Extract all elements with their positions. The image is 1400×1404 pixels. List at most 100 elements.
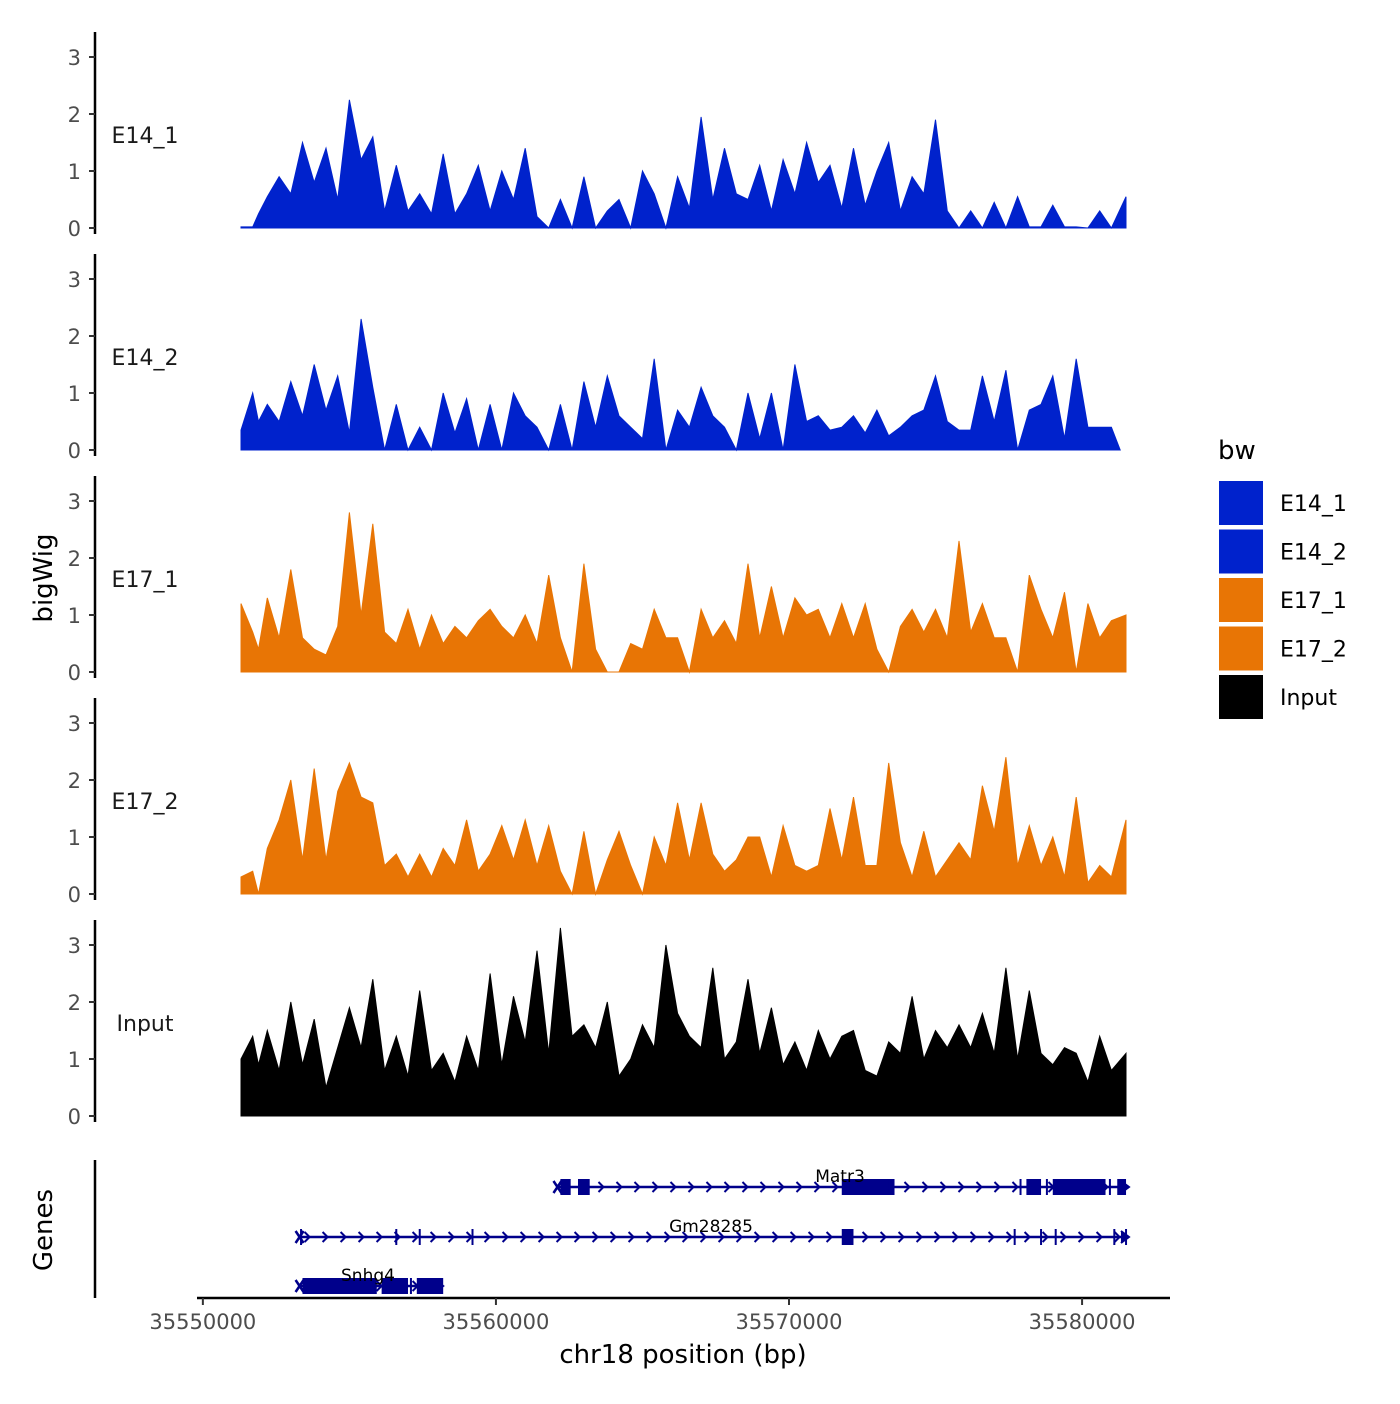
strand-chevron — [651, 1181, 659, 1193]
gene-snhg4: Snhg4 — [294, 1266, 445, 1294]
strand-chevron — [987, 1231, 995, 1243]
strand-chevron — [861, 1231, 869, 1243]
legend-item-input: Input — [1219, 675, 1337, 719]
strand-chevron — [483, 1231, 491, 1243]
coverage-area — [240, 99, 1127, 230]
gene-exon — [381, 1278, 409, 1294]
strand-chevron — [933, 1231, 941, 1243]
legend-swatch — [1219, 578, 1263, 622]
y-tick-label: 0 — [68, 439, 81, 463]
y-tick-label: 1 — [68, 160, 81, 184]
y-tick-label: 0 — [68, 1105, 81, 1129]
strand-chevron — [939, 1181, 947, 1193]
y-tick-label: 2 — [68, 547, 81, 571]
coverage-area — [240, 927, 1127, 1117]
strand-chevron — [1113, 1231, 1121, 1243]
strand-chevron — [831, 1181, 839, 1193]
strand-chevron — [921, 1181, 929, 1193]
legend-swatch — [1219, 675, 1263, 719]
gene-exon — [841, 1229, 854, 1245]
coverage-tracks: 0 1 2 3 E14_1 0 1 2 3 E14_2 0 1 2 3 E17_1 0 1 2 3 E17_2 0 1 2 3… — [68, 32, 1127, 1129]
track-label: Input — [117, 1012, 174, 1037]
gene-exon — [1026, 1179, 1042, 1195]
track-e17-2: 0 1 2 3 E17_2 — [68, 698, 1127, 907]
legend-label: Input — [1280, 686, 1337, 711]
strand-chevron — [339, 1231, 347, 1243]
strand-chevron — [321, 1231, 329, 1243]
strand-chevron — [447, 1231, 455, 1243]
legend: bw E14_1 E14_2 E17_1 E17_2 Input — [1218, 436, 1347, 719]
strand-chevron — [627, 1231, 635, 1243]
strand-chevron — [669, 1181, 677, 1193]
strand-chevron — [813, 1181, 821, 1193]
strand-chevron — [615, 1181, 623, 1193]
y-tick-label: 1 — [68, 826, 81, 850]
coverage-area — [240, 318, 1121, 452]
y-tick-label: 0 — [68, 883, 81, 907]
gene-start-marker — [294, 1230, 305, 1244]
track-input: 0 1 2 3 Input — [68, 920, 1127, 1129]
strand-chevron — [969, 1231, 977, 1243]
y-tick-label: 3 — [68, 934, 81, 958]
strand-chevron — [1005, 1231, 1013, 1243]
x-tick-label: 35580000 — [1029, 1310, 1136, 1334]
track-label: E14_2 — [112, 346, 179, 371]
strand-chevron — [1011, 1181, 1019, 1193]
legend-label: E14_1 — [1280, 492, 1347, 517]
strand-chevron — [993, 1181, 1001, 1193]
x-tick-label: 35550000 — [149, 1310, 256, 1334]
legend-swatch — [1219, 481, 1263, 525]
coverage-area — [240, 512, 1127, 674]
strand-chevron — [975, 1181, 983, 1193]
x-tick-label: 35570000 — [736, 1310, 843, 1334]
legend-title: bw — [1218, 436, 1256, 466]
legend-item-e14-1: E14_1 — [1219, 481, 1347, 525]
y-tick-label: 2 — [68, 991, 81, 1015]
y-tick-label: 1 — [68, 604, 81, 628]
strand-chevron — [825, 1231, 833, 1243]
y-tick-label: 1 — [68, 382, 81, 406]
legend-swatch — [1219, 529, 1263, 574]
gene-exon — [416, 1278, 444, 1294]
track-label: E17_2 — [112, 790, 179, 815]
y-tick-label: 3 — [68, 46, 81, 70]
strand-chevron — [771, 1231, 779, 1243]
gene-label: Gm28285 — [669, 1217, 753, 1237]
x-axis-title: chr18 position (bp) — [559, 1340, 806, 1370]
strand-chevron — [573, 1231, 581, 1243]
strand-chevron — [759, 1181, 767, 1193]
x-tick-label: 35560000 — [442, 1310, 549, 1334]
gene-label: Matr3 — [815, 1167, 865, 1187]
gene-start-marker — [552, 1180, 563, 1194]
strand-chevron — [357, 1231, 365, 1243]
y-tick-label: 0 — [68, 217, 81, 241]
strand-chevron — [699, 1231, 707, 1243]
legend-swatch — [1219, 626, 1263, 671]
strand-chevron — [915, 1231, 923, 1243]
strand-chevron — [663, 1231, 671, 1243]
track-label: E17_1 — [112, 568, 179, 593]
y-axis-title-bigwig: bigWig — [29, 533, 59, 622]
gene-exon — [841, 1179, 895, 1195]
strand-chevron — [375, 1280, 383, 1292]
y-tick-label: 2 — [68, 103, 81, 127]
strand-chevron — [645, 1231, 653, 1243]
gene-gm28285: Gm28285 — [294, 1217, 1131, 1245]
track-e14-2: 0 1 2 3 E14_2 — [68, 254, 1121, 463]
strand-chevron — [429, 1231, 437, 1243]
x-axis: 35550000 35560000 35570000 35580000 — [149, 1296, 1170, 1334]
y-tick-label: 2 — [68, 325, 81, 349]
strand-chevron — [303, 1231, 311, 1243]
legend-label: E17_2 — [1280, 638, 1347, 663]
strand-chevron — [753, 1231, 761, 1243]
legend-item-e17-2: E17_2 — [1219, 626, 1347, 671]
coverage-area — [240, 757, 1127, 896]
legend-item-e17-1: E17_1 — [1219, 578, 1347, 622]
gene-matr3: Matr3 — [552, 1167, 1131, 1195]
strand-chevron — [375, 1231, 383, 1243]
gene-end-arrow — [1120, 1230, 1131, 1244]
gene-exon — [1052, 1179, 1106, 1195]
strand-chevron — [1059, 1231, 1067, 1243]
gene-label: Snhg4 — [341, 1266, 395, 1286]
